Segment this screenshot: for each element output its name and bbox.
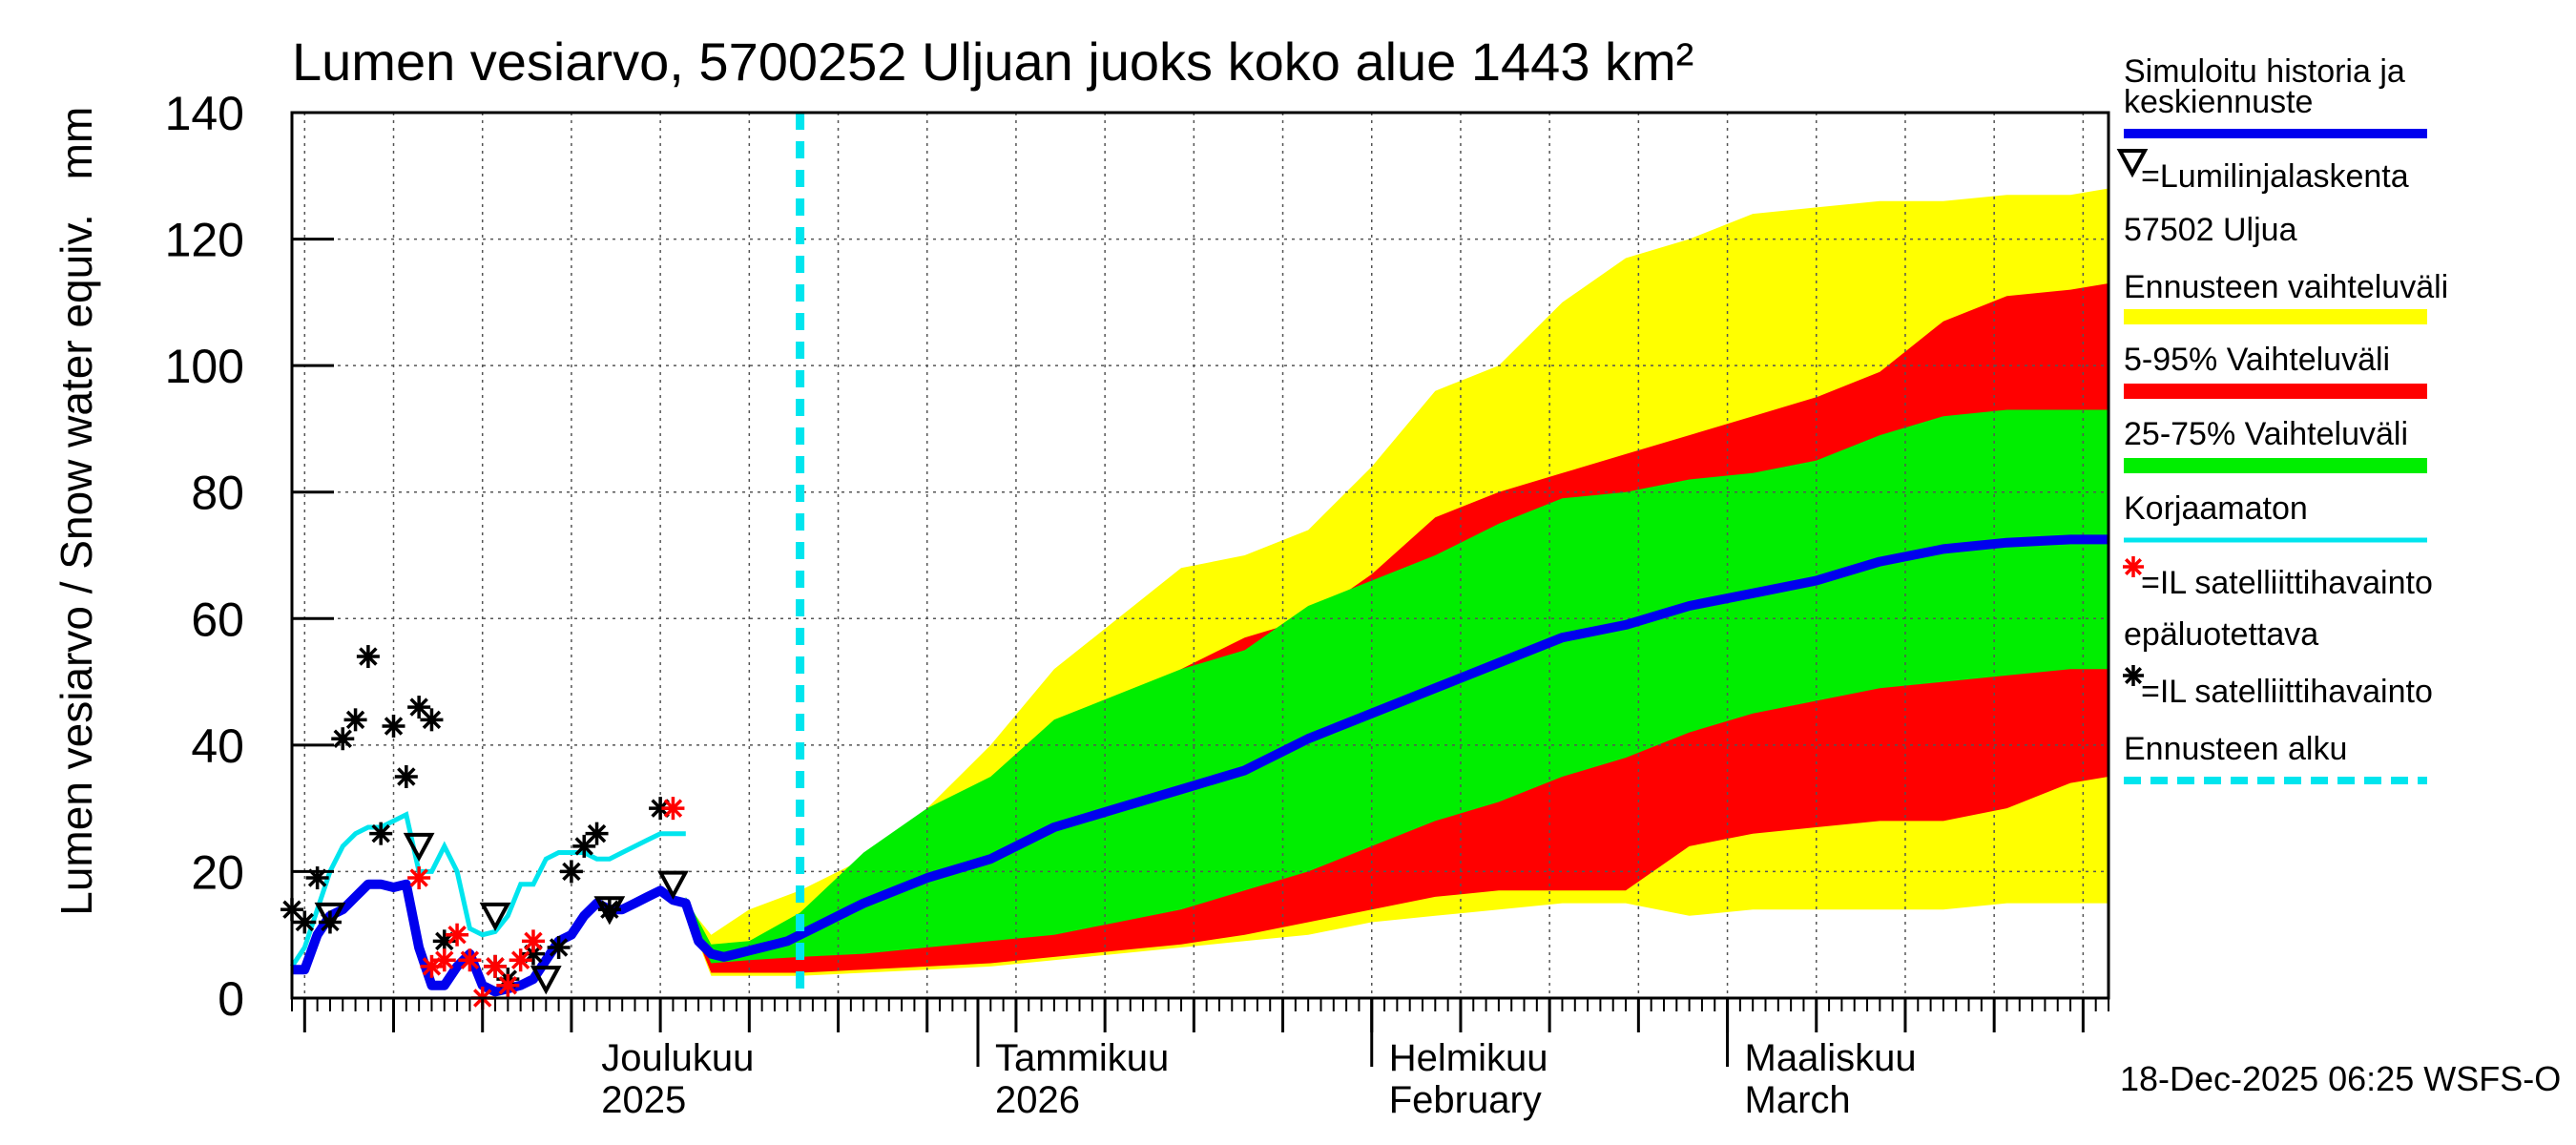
marker-il-satelliitti [305, 866, 329, 890]
x-year-label: 2026 [995, 1079, 1080, 1121]
marker-lumilinja [530, 966, 562, 995]
marker-il-satelliitti-stroke [359, 647, 378, 666]
marker-il-satelliitti [547, 935, 571, 959]
marker-il-epaluotettava [496, 973, 520, 997]
marker-il-satelliitti-stroke [384, 717, 404, 736]
marker-il-epaluotettava-stroke [460, 950, 480, 969]
legend-label-korjaamaton: Korjaamaton [2124, 490, 2308, 527]
marker-il-epaluotettava-stroke [447, 925, 467, 945]
legend-label-ennuste: Ennusteen vaihteluväli [2124, 269, 2448, 305]
x-month-label: Maaliskuu [1745, 1037, 1917, 1079]
marker-il-epaluotettava [484, 954, 508, 978]
marker-il-satelliitti-stroke [562, 862, 581, 882]
legend-swatch-ennuste [2124, 309, 2427, 324]
legend-label-lumilinja: =Lumilinjalaskenta [2141, 158, 2409, 195]
legend-swatch-il [2123, 665, 2144, 686]
marker-il-epaluotettava [661, 797, 685, 821]
marker-il-epaluotettava-stroke [498, 976, 518, 995]
y-tick-label: 120 [165, 214, 244, 267]
y-tick-label: 60 [191, 593, 244, 646]
marker-il-satelliitti-stroke [587, 823, 607, 843]
marker-il-satelliitti-stroke [422, 710, 442, 730]
legend-swatch-25-75 [2124, 458, 2427, 473]
marker-il-satelliitti [293, 910, 317, 934]
marker-il-satelliitti [331, 727, 355, 751]
marker-il-epaluotettava-stroke [486, 957, 505, 976]
marker-il-satelliitti [369, 822, 393, 845]
legend-swatch-5-95 [2124, 384, 2427, 399]
y-axis-unit: mm [52, 107, 101, 180]
marker-il-satelliitti [382, 714, 405, 738]
marker-il-epaluotettava-stroke [510, 950, 530, 969]
marker-il-epaluotettava-stroke [524, 931, 543, 951]
legend-label-keskiennuste: Simuloitu historia ja [2124, 53, 2405, 90]
marker-lumilinja [403, 832, 435, 863]
legend-label-keskiennuste-2: keskiennuste [2124, 84, 2313, 120]
x-month-label: Joulukuu [601, 1037, 754, 1079]
legend-swatch-lumilinja [2116, 149, 2149, 178]
timestamp-footer: 18-Dec-2025 06:25 WSFS-O [2120, 1059, 2561, 1098]
marker-il-satelliitti [420, 708, 444, 732]
legend-swatch-il-stroke [2124, 666, 2143, 685]
marker-il-epaluotettava-stroke [663, 799, 683, 818]
legend-swatch-epaluotettava [2123, 556, 2144, 577]
legend-label-lumilinja-2: 57502 Uljua [2124, 212, 2297, 248]
forecast-bands [685, 188, 2109, 976]
marker-il-satelliitti-stroke [371, 823, 390, 843]
marker-lumilinja [657, 870, 689, 900]
x-month-label: Helmikuu [1389, 1037, 1548, 1079]
legend-swatch-epaluotettava-stroke [2124, 557, 2143, 576]
band-25-75 [685, 409, 2109, 964]
legend-label-epaluotettava: =IL satelliittihavainto [2141, 565, 2433, 601]
legend-label-5-95: 5-95% Vaihteluväli [2124, 342, 2390, 378]
marker-lumilinja [593, 896, 626, 926]
y-tick-label: 100 [165, 340, 244, 393]
marker-il-satelliitti-stroke [549, 938, 569, 957]
x-month-label: Tammikuu [995, 1037, 1169, 1079]
chart-title: Lumen vesiarvo, 5700252 Uljuan juoks kok… [292, 31, 1693, 92]
marker-il-epaluotettava [509, 948, 532, 972]
marker-il-satelliitti-stroke [295, 912, 315, 932]
marker-il-satelliitti-stroke [345, 710, 365, 730]
y-tick-label: 40 [191, 719, 244, 773]
y-tick-label: 80 [191, 467, 244, 520]
marker-il-epaluotettava [521, 929, 545, 953]
plot-frame [290, 111, 2110, 1000]
y-tick-label: 140 [165, 87, 244, 140]
y-tick-label: 20 [191, 845, 244, 899]
marker-il-epaluotettava-stroke [435, 950, 454, 969]
marker-il-satelliitti-stroke [409, 697, 428, 717]
x-year-label: February [1389, 1079, 1542, 1121]
marker-il-satelliitti-stroke [397, 767, 416, 786]
marker-lumilinja [479, 902, 511, 932]
marker-il-satelliitti-stroke [333, 729, 352, 748]
marker-il-satelliitti [585, 822, 609, 845]
marker-il-epaluotettava [458, 948, 482, 972]
marker-il-satelliitti [343, 708, 367, 732]
legend-label-25-75: 25-75% Vaihteluväli [2124, 416, 2408, 452]
line-korjaamaton [289, 811, 686, 968]
marker-il-epaluotettava-stroke [409, 868, 428, 887]
legend-label-epaluotettava-2: epäluotettava [2124, 616, 2318, 653]
y-axis-label: Lumen vesiarvo / Snow water equiv. [52, 214, 101, 916]
grid-lines [292, 113, 2109, 998]
legend-label-il: =IL satelliittihavainto [2141, 674, 2433, 710]
legend-label-ennusteen-alku: Ennusteen alku [2124, 731, 2347, 767]
marker-il-epaluotettava [407, 866, 431, 890]
marker-il-epaluotettava [446, 923, 469, 947]
x-year-label: March [1745, 1079, 1851, 1121]
marker-lumilinja [314, 902, 346, 932]
marker-il-epaluotettava [432, 948, 456, 972]
x-year-label: 2025 [601, 1079, 686, 1121]
marker-il-satelliitti [356, 645, 380, 669]
marker-il-satelliitti [394, 765, 418, 788]
marker-il-satelliitti [559, 860, 583, 884]
y-tick-label: 0 [218, 972, 244, 1026]
